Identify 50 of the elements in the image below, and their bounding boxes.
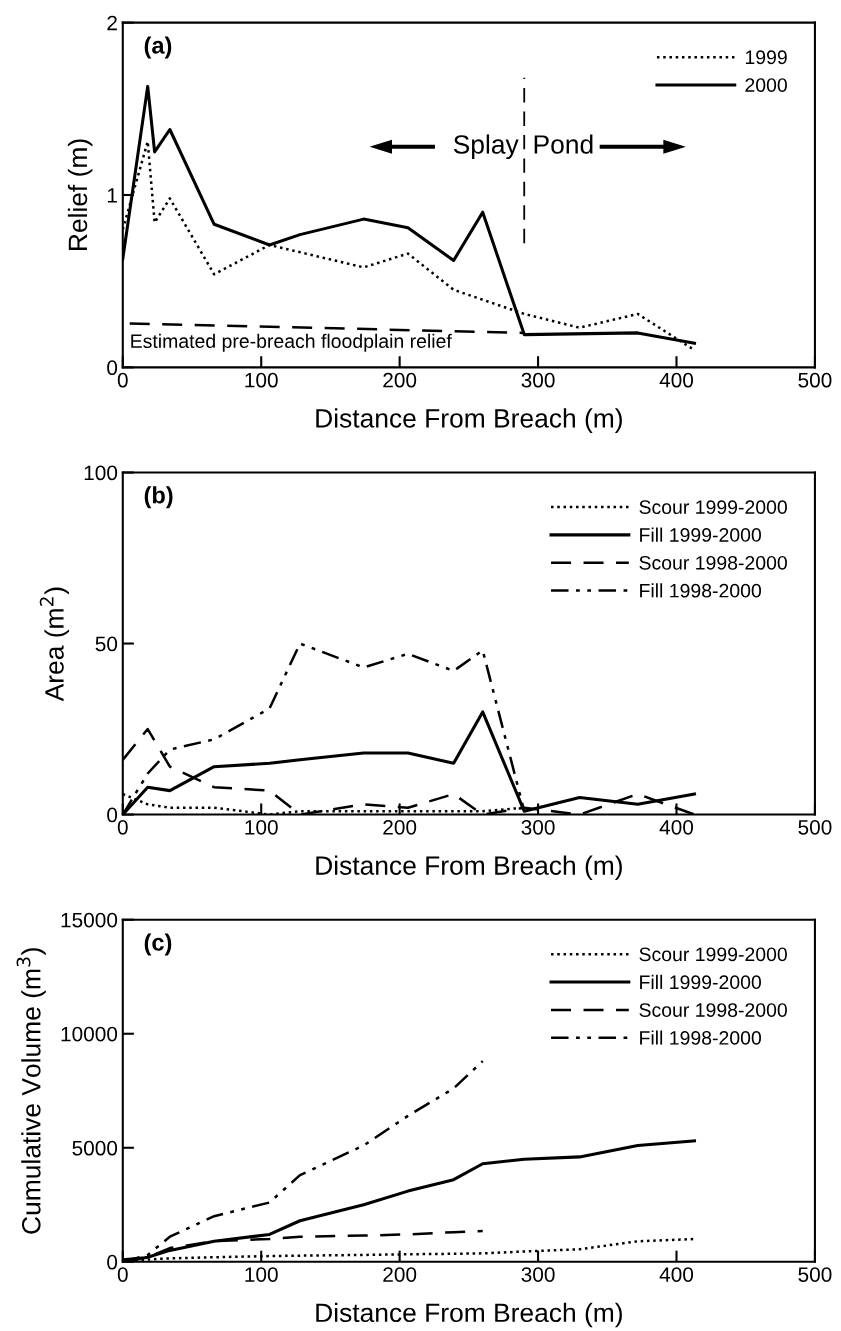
- y-tick-label: 0: [107, 360, 118, 376]
- text: (b): [144, 486, 173, 509]
- legend-label: Scour 1999-2000: [639, 500, 787, 515]
- x-tick-label: 0: [117, 372, 128, 388]
- y-tick-label: 0: [107, 807, 118, 823]
- x-axis-title: Distance From Breach (m): [316, 855, 622, 881]
- legend-label: Fill 1999-2000: [640, 527, 761, 542]
- legend-label: Scour 1999-2000: [639, 947, 787, 962]
- y-tick-label: 5000: [72, 1140, 118, 1156]
- legend-label: 1999: [745, 50, 787, 65]
- legend-label: Scour 1998-2000: [639, 555, 787, 570]
- x-tick-label: 0: [117, 1267, 128, 1282]
- x-tick-label: 200: [383, 1267, 417, 1282]
- x-tick-label: 500: [798, 1267, 832, 1282]
- x-axis-title: Distance From Breach (m): [316, 408, 622, 433]
- y-tick-label: 2: [107, 15, 117, 31]
- y-tick-label: 50: [95, 636, 118, 652]
- legend-label: Fill 1998-2000: [640, 583, 761, 598]
- x-tick-label: 300: [521, 819, 555, 835]
- x-tick-label: 500: [798, 819, 832, 835]
- x-tick-label: 200: [383, 372, 417, 388]
- x-tick-label: 300: [521, 1267, 555, 1282]
- x-tick-label: 500: [798, 372, 832, 388]
- annotation: Pond: [534, 134, 593, 154]
- x-tick-label: 400: [659, 1267, 694, 1282]
- text: (a): [144, 36, 172, 59]
- series-label: Estimated pre-breach floodplain relief: [131, 333, 452, 352]
- y-axis-title: Cumulative Volume (m$^{3}$): [16, 948, 46, 1234]
- x-tick-label: 100: [245, 1267, 278, 1282]
- y-tick-label: 10000: [61, 1026, 118, 1042]
- legend-label: Fill 1998-2000: [640, 1030, 761, 1045]
- x-tick-label: 200: [383, 819, 417, 835]
- x-tick-label: 0: [117, 819, 128, 835]
- legend-label: Scour 1998-2000: [639, 1003, 787, 1017]
- x-axis-title: Distance From Breach (m): [316, 1302, 622, 1328]
- text: (c): [144, 933, 172, 956]
- y-tick-label: 0: [107, 1254, 118, 1270]
- x-tick-label: 300: [521, 372, 555, 388]
- x-tick-label: 100: [245, 372, 278, 388]
- y-axis-title: Area (m$^{2}$): [39, 587, 69, 702]
- x-tick-label: 400: [659, 372, 694, 388]
- legend-label: 2000: [745, 78, 787, 92]
- y-tick-label: 1: [107, 188, 117, 203]
- annotation: Splay: [453, 134, 519, 160]
- y-tick-label: 15000: [61, 912, 118, 928]
- y-tick-label: 100: [84, 465, 118, 481]
- legend-label: Fill 1999-2000: [640, 974, 761, 990]
- y-axis-title: Relief (m): [67, 139, 93, 250]
- x-tick-label: 400: [659, 819, 694, 835]
- x-tick-label: 100: [245, 819, 278, 835]
